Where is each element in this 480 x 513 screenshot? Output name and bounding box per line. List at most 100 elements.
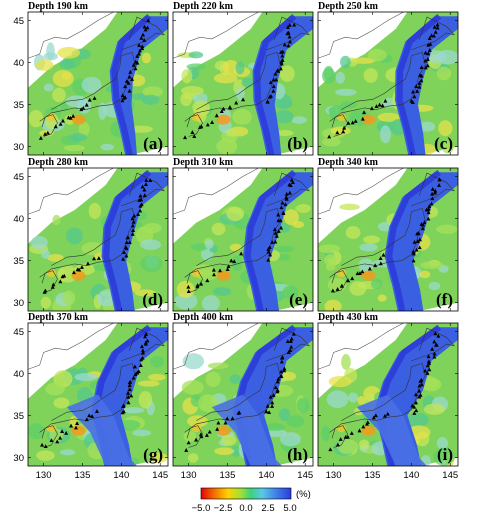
coastline <box>184 207 281 278</box>
volcano-marker <box>270 240 275 244</box>
volcano-marker <box>271 393 276 397</box>
panel-label: (g) <box>143 445 163 464</box>
volcano-marker <box>437 177 442 182</box>
volcano-marker <box>284 195 289 200</box>
volcano-marker <box>214 113 219 118</box>
volcano-marker <box>279 374 284 378</box>
volcano-marker <box>273 385 278 390</box>
volcano-marker <box>135 60 140 65</box>
volcano-marker <box>226 264 231 269</box>
volcano-marker <box>412 411 417 415</box>
lat-tick-label: 30 <box>13 142 24 153</box>
volcano-marker <box>237 410 242 415</box>
volcano-marker <box>435 22 440 27</box>
volcano-marker <box>357 271 362 275</box>
volcano-marker <box>289 336 294 341</box>
volcano-marker <box>282 42 287 47</box>
volcano-marker <box>128 69 133 74</box>
volcano-marker <box>282 366 287 371</box>
volcano-marker <box>268 252 273 257</box>
volcano-marker <box>427 36 432 40</box>
volcano-marker <box>128 379 133 384</box>
volcano-marker <box>69 423 74 428</box>
panel-frame <box>27 167 169 312</box>
volcano-marker <box>338 437 343 441</box>
lat-tick-label: 30 <box>13 298 24 309</box>
volcano-marker <box>419 382 424 387</box>
panel-label: (b) <box>287 134 308 153</box>
volcano-marker <box>85 261 90 266</box>
volcano-marker <box>131 219 136 224</box>
volcano-marker <box>120 93 125 98</box>
lon-tick-label: 130 <box>181 470 197 481</box>
volcano-marker <box>377 102 382 107</box>
colorbar-tick-label: 0.0 <box>239 503 252 513</box>
volcano-marker <box>143 334 148 339</box>
volcano-marker <box>425 57 430 61</box>
volcano-marker <box>139 197 144 202</box>
volcano-marker <box>140 44 145 49</box>
panel-label: (d) <box>142 290 163 309</box>
volcano-marker <box>419 222 424 226</box>
volcano-marker <box>360 269 365 274</box>
volcano-marker <box>140 355 145 360</box>
volcano-marker <box>436 333 441 338</box>
volcano-marker <box>381 252 386 257</box>
volcano-marker <box>430 191 435 196</box>
volcano-marker <box>430 196 435 201</box>
volcano-marker <box>138 363 143 368</box>
coastline <box>329 51 426 122</box>
volcano-marker <box>84 417 89 422</box>
volcano-marker <box>349 431 354 435</box>
volcano-marker <box>58 121 63 126</box>
volcano-marker <box>423 50 428 55</box>
volcano-marker <box>428 42 433 46</box>
volcano-marker <box>71 114 76 118</box>
volcano-marker <box>232 259 237 264</box>
volcano-marker <box>430 346 435 351</box>
volcano-marker <box>123 245 128 249</box>
volcano-marker <box>433 331 438 336</box>
volcano-marker <box>422 220 427 225</box>
volcano-marker <box>221 106 226 111</box>
volcano-marker <box>124 79 129 83</box>
slab-anomaly <box>252 16 313 155</box>
volcano-marker <box>192 134 197 138</box>
volcano-marker <box>414 400 419 405</box>
volcano-marker <box>427 48 432 52</box>
volcano-marker <box>184 448 189 452</box>
volcano-marker <box>362 110 367 115</box>
volcano-marker <box>425 63 430 68</box>
volcano-marker <box>137 51 142 56</box>
panel-label: (a) <box>143 134 163 153</box>
volcano-marker <box>138 193 143 198</box>
volcano-marker <box>275 68 280 73</box>
tomography-panel: Depth 220 km (b) <box>172 1 314 156</box>
volcano-marker <box>430 186 435 191</box>
volcano-marker <box>183 135 188 140</box>
volcano-marker <box>284 191 289 196</box>
volcano-marker <box>130 216 135 221</box>
volcano-marker <box>87 97 92 102</box>
volcano-marker <box>433 29 438 34</box>
volcano-marker <box>414 247 419 252</box>
volcano-marker <box>58 279 63 284</box>
panel-title: Depth 400 km <box>173 312 234 323</box>
volcano-marker <box>219 109 224 113</box>
tomography-panel: Depth 250 km (c) <box>317 1 459 156</box>
volcano-marker <box>271 88 276 93</box>
volcano-marker <box>64 430 69 435</box>
volcano-marker <box>425 371 430 375</box>
volcano-marker <box>40 442 45 447</box>
volcano-marker <box>138 208 143 213</box>
volcano-marker <box>140 348 145 353</box>
panel-title: Depth 430 km <box>318 312 379 323</box>
volcano-marker <box>135 54 140 58</box>
volcano-marker <box>225 267 230 271</box>
volcano-marker <box>55 439 60 444</box>
volcano-marker <box>133 66 138 71</box>
volcano-marker <box>276 218 281 223</box>
volcano-marker <box>68 115 73 120</box>
colorbar-tick-label: 2.5 <box>261 503 274 513</box>
